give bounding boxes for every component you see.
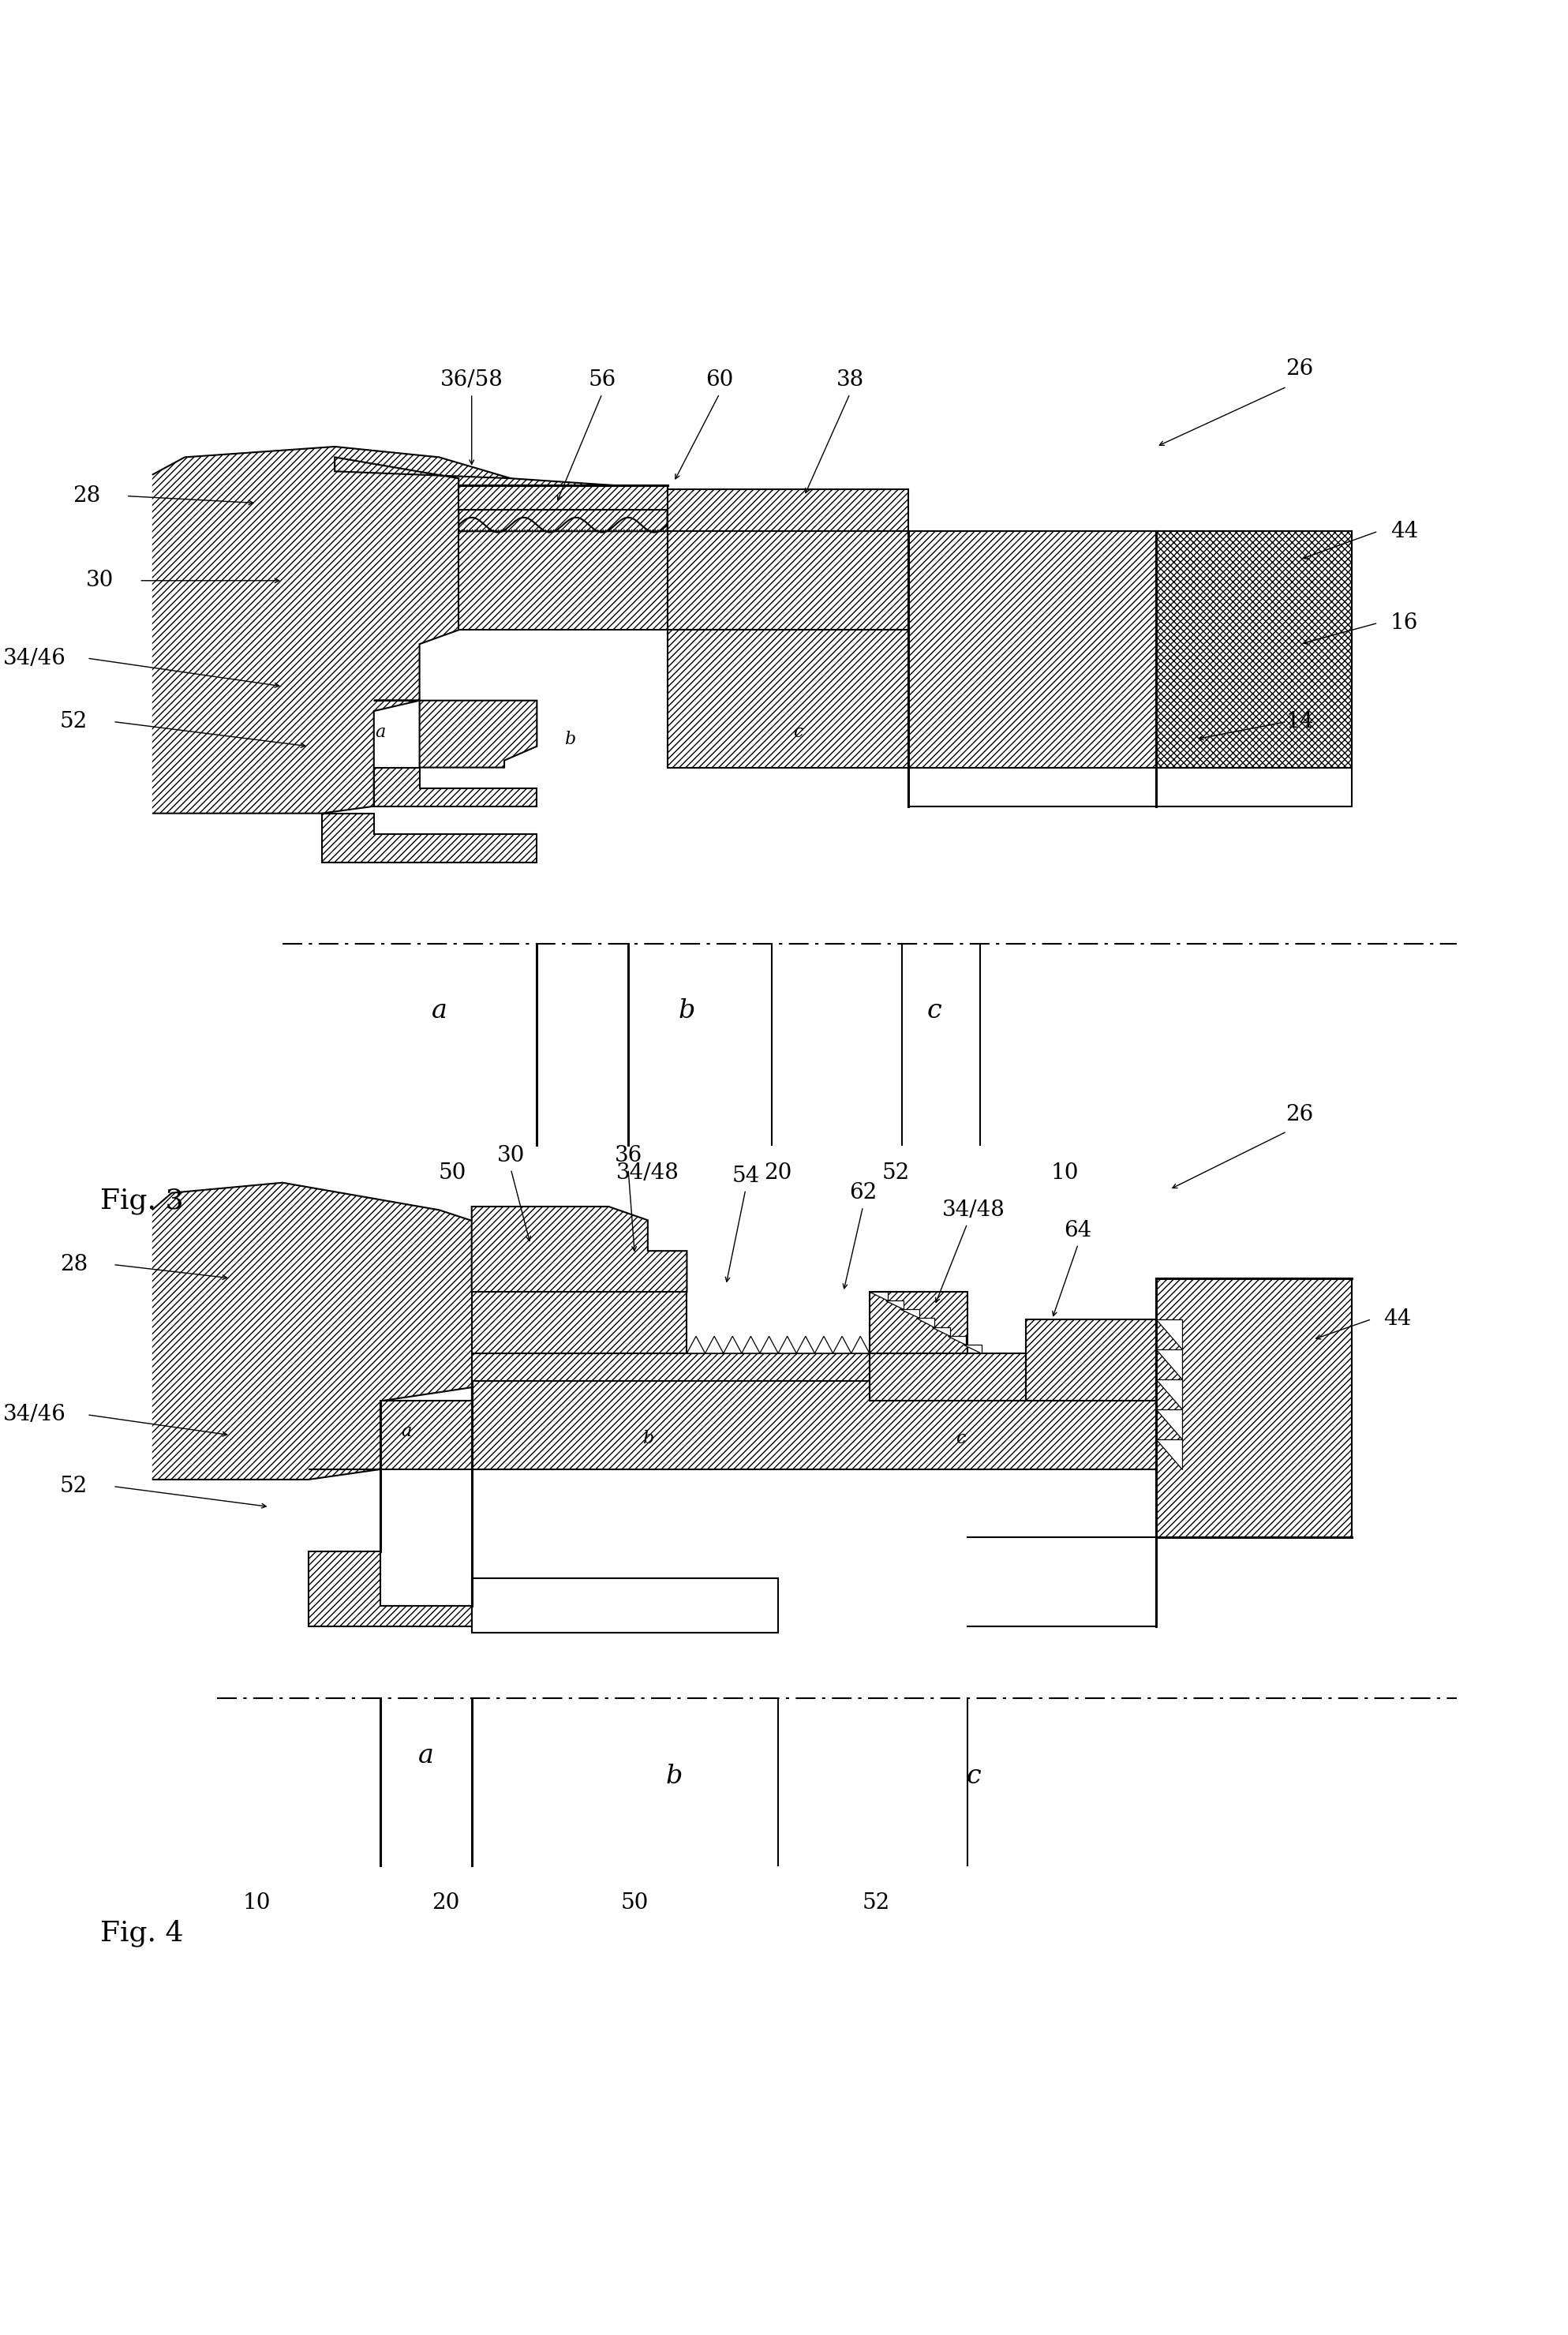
Text: 34/46: 34/46 [3,1403,66,1424]
Text: 30: 30 [497,1144,525,1165]
Text: 52: 52 [881,1163,909,1184]
Polygon shape [797,1336,815,1354]
Text: b: b [643,1429,654,1448]
Polygon shape [742,1336,760,1354]
Polygon shape [668,488,908,532]
Polygon shape [815,1336,833,1354]
Text: 20: 20 [431,1891,459,1912]
Text: 54: 54 [732,1165,759,1186]
Polygon shape [472,1291,687,1354]
Text: 36/58: 36/58 [441,369,503,390]
Text: 14: 14 [1286,710,1314,733]
Text: 38: 38 [836,369,864,390]
Polygon shape [778,1336,797,1354]
Polygon shape [833,1336,851,1354]
Text: 50: 50 [621,1891,649,1912]
Polygon shape [458,486,668,509]
Text: a: a [419,1744,434,1768]
Polygon shape [900,1310,919,1319]
Text: b: b [665,1763,682,1789]
Text: b: b [679,997,695,1023]
Text: b: b [564,731,575,747]
Text: 10: 10 [1051,1163,1079,1184]
Polygon shape [1156,1410,1182,1438]
Text: 60: 60 [706,369,734,390]
Text: 34/46: 34/46 [3,647,66,668]
Text: 64: 64 [1065,1219,1091,1242]
Text: 52: 52 [60,710,88,733]
Text: 52: 52 [862,1891,891,1912]
Text: 34/48: 34/48 [942,1200,1005,1221]
Polygon shape [908,768,1352,806]
Text: c: c [793,724,803,740]
Text: 30: 30 [86,570,114,591]
Polygon shape [373,700,536,768]
Polygon shape [723,1336,742,1354]
Text: 52: 52 [60,1476,88,1497]
Text: c: c [966,1763,982,1789]
Polygon shape [152,1182,608,1480]
Polygon shape [760,1336,778,1354]
Text: 20: 20 [764,1163,792,1184]
Text: 50: 50 [437,1163,466,1184]
Text: 28: 28 [74,486,100,507]
Text: c: c [956,1429,966,1448]
Text: 16: 16 [1391,612,1417,633]
Text: 10: 10 [243,1891,271,1912]
Text: c: c [927,997,942,1023]
Polygon shape [1156,1350,1182,1380]
Polygon shape [472,1354,870,1469]
Polygon shape [1156,1438,1182,1469]
Polygon shape [884,1301,903,1310]
Text: 44: 44 [1391,521,1417,542]
Text: 26: 26 [1286,357,1314,381]
Text: 36: 36 [615,1144,641,1165]
Text: a: a [431,997,447,1023]
Polygon shape [908,532,1352,768]
Text: 26: 26 [1286,1104,1314,1125]
Text: 34/48: 34/48 [616,1163,679,1184]
Polygon shape [668,630,908,768]
Polygon shape [1156,1319,1182,1350]
Polygon shape [1156,1277,1352,1536]
Polygon shape [309,1550,472,1625]
Text: Fig. 4: Fig. 4 [100,1919,183,1947]
Text: 44: 44 [1385,1308,1411,1331]
Polygon shape [870,1291,967,1354]
Polygon shape [947,1336,966,1345]
Text: Fig. 3: Fig. 3 [100,1189,183,1214]
Polygon shape [472,1207,687,1291]
Polygon shape [963,1345,982,1354]
Text: 62: 62 [848,1182,877,1203]
Polygon shape [1156,1380,1182,1410]
Polygon shape [472,1578,778,1632]
Polygon shape [870,1291,887,1301]
Polygon shape [668,532,908,630]
Text: 28: 28 [60,1254,88,1275]
Polygon shape [706,1336,723,1354]
Polygon shape [916,1319,935,1326]
Text: a: a [401,1422,412,1441]
Polygon shape [1156,532,1352,768]
Polygon shape [1025,1319,1156,1469]
Polygon shape [152,446,511,813]
Polygon shape [931,1326,950,1336]
Polygon shape [870,1354,1025,1469]
Polygon shape [334,458,668,532]
Polygon shape [687,1336,706,1354]
Polygon shape [321,813,536,862]
Polygon shape [851,1336,870,1354]
Polygon shape [309,1380,1156,1469]
Text: a: a [375,724,386,740]
Text: 56: 56 [588,369,616,390]
Polygon shape [458,532,668,630]
Polygon shape [373,768,536,806]
